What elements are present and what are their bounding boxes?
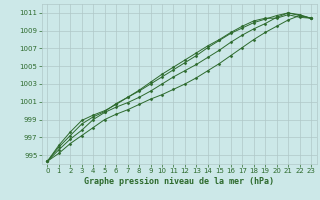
X-axis label: Graphe pression niveau de la mer (hPa): Graphe pression niveau de la mer (hPa) (84, 177, 274, 186)
